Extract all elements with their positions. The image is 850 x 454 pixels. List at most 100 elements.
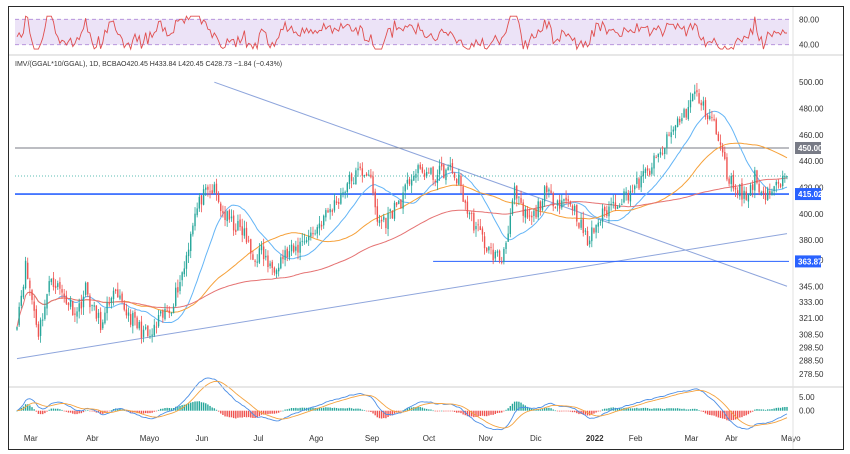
candle[interactable] [31, 288, 33, 305]
candle[interactable] [318, 215, 321, 236]
candle[interactable] [691, 93, 694, 102]
candle[interactable] [739, 183, 741, 200]
candle[interactable] [117, 282, 119, 298]
candle[interactable] [713, 114, 715, 122]
candle[interactable] [353, 177, 355, 185]
candle[interactable] [78, 298, 80, 319]
candle[interactable] [734, 184, 737, 197]
candle[interactable] [425, 167, 428, 179]
candle[interactable] [719, 134, 722, 151]
candle[interactable] [27, 257, 29, 280]
candle[interactable] [471, 211, 473, 222]
candle[interactable] [511, 198, 514, 216]
candle[interactable] [782, 170, 784, 189]
candle[interactable] [179, 275, 181, 295]
candle[interactable] [220, 201, 222, 217]
candle[interactable] [151, 328, 153, 343]
candle[interactable] [421, 164, 424, 174]
candle[interactable] [331, 208, 333, 216]
candle[interactable] [228, 208, 231, 223]
candle[interactable] [670, 125, 672, 144]
candle[interactable] [181, 271, 183, 287]
candle[interactable] [303, 233, 306, 245]
candle[interactable] [170, 311, 173, 317]
candle[interactable] [275, 268, 278, 279]
candle[interactable] [571, 204, 574, 216]
candle[interactable] [552, 191, 554, 212]
candle[interactable] [535, 204, 537, 220]
candle[interactable] [601, 203, 604, 229]
candle[interactable] [657, 153, 660, 163]
candle[interactable] [453, 172, 456, 181]
candle[interactable] [97, 309, 100, 325]
candle[interactable] [209, 184, 211, 199]
candle[interactable] [217, 191, 220, 204]
candle[interactable] [758, 179, 760, 196]
candle[interactable] [771, 188, 773, 196]
candle[interactable] [773, 185, 775, 196]
candle[interactable] [507, 225, 509, 242]
candle[interactable] [550, 184, 552, 194]
candle[interactable] [603, 205, 606, 218]
candle[interactable] [492, 243, 494, 265]
candle[interactable] [543, 185, 546, 207]
candle[interactable] [548, 187, 550, 198]
candle[interactable] [114, 288, 117, 294]
candle[interactable] [728, 176, 730, 187]
candle[interactable] [621, 198, 623, 206]
candle[interactable] [578, 222, 580, 230]
candle[interactable] [398, 199, 400, 205]
candle[interactable] [751, 180, 754, 198]
candle[interactable] [316, 224, 318, 239]
candle[interactable] [89, 293, 91, 314]
candle[interactable] [546, 182, 548, 200]
candle[interactable] [625, 187, 627, 201]
candle[interactable] [119, 289, 121, 301]
candle[interactable] [138, 319, 140, 331]
candle[interactable] [215, 178, 218, 201]
candle[interactable] [730, 172, 732, 192]
candle[interactable] [380, 216, 383, 229]
candle[interactable] [685, 108, 687, 120]
candle[interactable] [376, 198, 379, 226]
candle[interactable] [415, 169, 417, 183]
candle[interactable] [468, 211, 471, 220]
candle[interactable] [102, 319, 104, 330]
candle[interactable] [61, 284, 63, 300]
candle[interactable] [501, 256, 503, 265]
candle[interactable] [741, 178, 743, 207]
candle[interactable] [91, 304, 93, 312]
candle[interactable] [664, 148, 666, 160]
candle[interactable] [393, 200, 396, 222]
candle[interactable] [638, 177, 640, 190]
candle[interactable] [310, 226, 312, 241]
candle[interactable] [687, 100, 690, 121]
candle[interactable] [599, 219, 602, 226]
candle[interactable] [211, 184, 213, 195]
candle[interactable] [747, 193, 750, 208]
candle[interactable] [726, 153, 728, 182]
candle[interactable] [359, 163, 361, 171]
candle[interactable] [724, 146, 726, 161]
candle[interactable] [438, 159, 441, 181]
candle[interactable] [387, 206, 389, 237]
candle[interactable] [689, 92, 692, 113]
candle[interactable] [524, 205, 527, 224]
candle[interactable] [460, 173, 462, 194]
candle[interactable] [634, 184, 636, 194]
candle[interactable] [732, 170, 735, 192]
candle[interactable] [717, 131, 720, 142]
candle[interactable] [142, 325, 145, 343]
candle[interactable] [277, 263, 280, 277]
candle[interactable] [269, 260, 271, 269]
candle[interactable] [247, 235, 250, 243]
candle[interactable] [35, 305, 38, 328]
candle[interactable] [245, 221, 248, 245]
candle[interactable] [646, 165, 649, 176]
candle[interactable] [46, 293, 48, 316]
candle[interactable] [305, 236, 308, 244]
candle[interactable] [196, 202, 198, 218]
candle[interactable] [563, 198, 565, 207]
candle[interactable] [241, 218, 243, 243]
candle[interactable] [533, 208, 535, 223]
